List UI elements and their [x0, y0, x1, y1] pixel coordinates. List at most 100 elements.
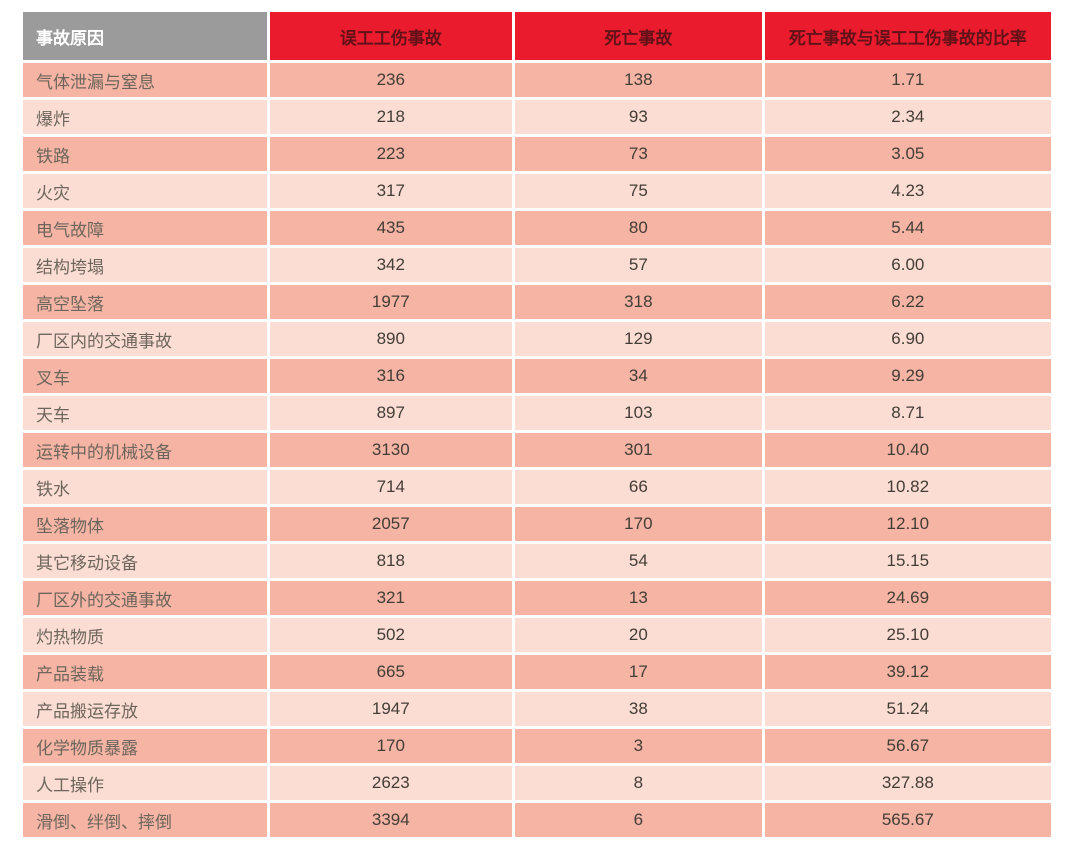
lost-time-injuries-cell: 218	[269, 100, 513, 134]
ratio-cell: 8.71	[764, 396, 1051, 430]
ratio-cell: 10.40	[764, 433, 1051, 467]
lost-time-injuries-cell: 2057	[269, 507, 513, 541]
cause-cell: 电气故障	[23, 211, 267, 245]
table-row: 铁路 223 73 3.05	[23, 137, 1051, 171]
table-row: 厂区外的交通事故 321 13 24.69	[23, 581, 1051, 615]
fatal-accidents-cell: 54	[515, 544, 762, 578]
table-row: 化学物质暴露 170 3 56.67	[23, 729, 1051, 763]
table-row: 灼热物质 502 20 25.10	[23, 618, 1051, 652]
cause-cell: 产品搬运存放	[23, 692, 267, 726]
ratio-cell: 15.15	[764, 544, 1051, 578]
lost-time-injuries-cell: 317	[269, 174, 513, 208]
lost-time-injuries-cell: 223	[269, 137, 513, 171]
lost-time-injuries-cell: 435	[269, 211, 513, 245]
lost-time-injuries-cell: 818	[269, 544, 513, 578]
lost-time-injuries-cell: 890	[269, 322, 513, 356]
fatal-accidents-cell: 17	[515, 655, 762, 689]
cause-cell: 结构垮塌	[23, 248, 267, 282]
cause-cell: 运转中的机械设备	[23, 433, 267, 467]
column-header-lost-time-injuries: 误工工伤事故	[269, 12, 513, 60]
table-row: 产品搬运存放 1947 38 51.24	[23, 692, 1051, 726]
ratio-cell: 12.10	[764, 507, 1051, 541]
table-header: 事故原因 误工工伤事故 死亡事故 死亡事故与误工工伤事故的比率	[23, 12, 1051, 60]
lost-time-injuries-cell: 2623	[269, 766, 513, 800]
cause-cell: 灼热物质	[23, 618, 267, 652]
ratio-cell: 5.44	[764, 211, 1051, 245]
lost-time-injuries-cell: 3130	[269, 433, 513, 467]
table-row: 电气故障 435 80 5.44	[23, 211, 1051, 245]
header-row: 事故原因 误工工伤事故 死亡事故 死亡事故与误工工伤事故的比率	[23, 12, 1051, 60]
ratio-cell: 4.23	[764, 174, 1051, 208]
lost-time-injuries-cell: 3394	[269, 803, 513, 837]
ratio-cell: 25.10	[764, 618, 1051, 652]
table-body: 气体泄漏与窒息 236 138 1.71 爆炸 218 93 2.34 铁路 223 73 3.05 火…	[23, 63, 1051, 837]
ratio-cell: 6.00	[764, 248, 1051, 282]
fatal-accidents-cell: 80	[515, 211, 762, 245]
fatal-accidents-cell: 93	[515, 100, 762, 134]
cause-cell: 天车	[23, 396, 267, 430]
table-row: 滑倒、绊倒、摔倒 3394 6 565.67	[23, 803, 1051, 837]
table-row: 铁水 714 66 10.82	[23, 470, 1051, 504]
ratio-cell: 10.82	[764, 470, 1051, 504]
ratio-cell: 39.12	[764, 655, 1051, 689]
cause-cell: 高空坠落	[23, 285, 267, 319]
fatal-accidents-cell: 38	[515, 692, 762, 726]
fatal-accidents-cell: 3	[515, 729, 762, 763]
fatal-accidents-cell: 34	[515, 359, 762, 393]
cause-cell: 厂区内的交通事故	[23, 322, 267, 356]
cause-cell: 铁路	[23, 137, 267, 171]
table-row: 厂区内的交通事故 890 129 6.90	[23, 322, 1051, 356]
fatal-accidents-cell: 73	[515, 137, 762, 171]
ratio-cell: 327.88	[764, 766, 1051, 800]
fatal-accidents-cell: 75	[515, 174, 762, 208]
lost-time-injuries-cell: 1977	[269, 285, 513, 319]
cause-cell: 化学物质暴露	[23, 729, 267, 763]
fatal-accidents-cell: 8	[515, 766, 762, 800]
table-row: 结构垮塌 342 57 6.00	[23, 248, 1051, 282]
ratio-cell: 565.67	[764, 803, 1051, 837]
fatal-accidents-cell: 301	[515, 433, 762, 467]
cause-cell: 气体泄漏与窒息	[23, 63, 267, 97]
ratio-cell: 2.34	[764, 100, 1051, 134]
fatal-accidents-cell: 103	[515, 396, 762, 430]
lost-time-injuries-cell: 1947	[269, 692, 513, 726]
cause-cell: 叉车	[23, 359, 267, 393]
fatal-accidents-cell: 57	[515, 248, 762, 282]
table-row: 运转中的机械设备 3130 301 10.40	[23, 433, 1051, 467]
ratio-cell: 51.24	[764, 692, 1051, 726]
lost-time-injuries-cell: 170	[269, 729, 513, 763]
table-row: 人工操作 2623 8 327.88	[23, 766, 1051, 800]
cause-cell: 其它移动设备	[23, 544, 267, 578]
lost-time-injuries-cell: 316	[269, 359, 513, 393]
cause-cell: 产品装载	[23, 655, 267, 689]
table-row: 产品装载 665 17 39.12	[23, 655, 1051, 689]
table-row: 爆炸 218 93 2.34	[23, 100, 1051, 134]
cause-cell: 滑倒、绊倒、摔倒	[23, 803, 267, 837]
ratio-cell: 6.22	[764, 285, 1051, 319]
fatal-accidents-cell: 6	[515, 803, 762, 837]
table-row: 其它移动设备 818 54 15.15	[23, 544, 1051, 578]
ratio-cell: 1.71	[764, 63, 1051, 97]
cause-cell: 厂区外的交通事故	[23, 581, 267, 615]
fatal-accidents-cell: 138	[515, 63, 762, 97]
column-header-fatal-accidents: 死亡事故	[515, 12, 762, 60]
fatal-accidents-cell: 20	[515, 618, 762, 652]
lost-time-injuries-cell: 321	[269, 581, 513, 615]
lost-time-injuries-cell: 897	[269, 396, 513, 430]
accident-statistics-table: 事故原因 误工工伤事故 死亡事故 死亡事故与误工工伤事故的比率 气体泄漏与窒息 2…	[20, 9, 1054, 840]
table-row: 坠落物体 2057 170 12.10	[23, 507, 1051, 541]
table-row: 高空坠落 1977 318 6.22	[23, 285, 1051, 319]
lost-time-injuries-cell: 342	[269, 248, 513, 282]
cause-cell: 人工操作	[23, 766, 267, 800]
table-row: 气体泄漏与窒息 236 138 1.71	[23, 63, 1051, 97]
fatal-accidents-cell: 66	[515, 470, 762, 504]
cause-cell: 火灾	[23, 174, 267, 208]
lost-time-injuries-cell: 502	[269, 618, 513, 652]
fatal-accidents-cell: 170	[515, 507, 762, 541]
lost-time-injuries-cell: 236	[269, 63, 513, 97]
cause-cell: 爆炸	[23, 100, 267, 134]
fatal-accidents-cell: 13	[515, 581, 762, 615]
ratio-cell: 6.90	[764, 322, 1051, 356]
ratio-cell: 3.05	[764, 137, 1051, 171]
